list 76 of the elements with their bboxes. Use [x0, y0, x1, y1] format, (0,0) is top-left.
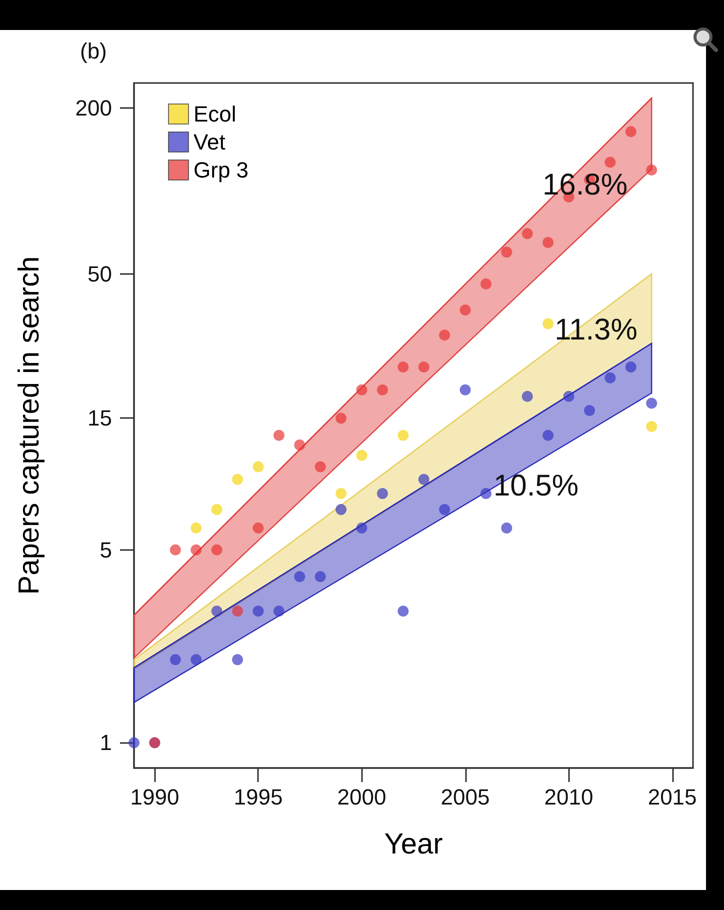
point	[480, 278, 492, 290]
point	[522, 228, 533, 240]
point	[418, 474, 430, 485]
x-axis-title: Year	[384, 828, 444, 860]
point	[190, 654, 202, 666]
point	[170, 544, 181, 556]
x-tick-label: 2015	[648, 784, 697, 810]
point	[522, 390, 533, 402]
point	[542, 318, 554, 330]
text: (b)	[80, 38, 107, 64]
point	[439, 330, 450, 341]
y-tick-label: 200	[75, 95, 112, 120]
point	[211, 544, 222, 556]
y-tick-label: 1	[100, 730, 112, 756]
point	[398, 606, 409, 617]
point	[398, 362, 409, 372]
point	[460, 384, 471, 396]
point	[273, 606, 284, 617]
annotation: 10.5%	[493, 470, 579, 502]
point	[563, 390, 574, 402]
point	[314, 571, 326, 582]
point	[501, 246, 512, 258]
x-tick-label: 2000	[337, 784, 386, 810]
point	[625, 126, 636, 138]
point	[604, 156, 616, 168]
point	[336, 412, 347, 424]
point	[190, 522, 202, 534]
point	[232, 606, 244, 617]
x-tick-label: 2010	[544, 784, 594, 810]
point	[625, 362, 636, 372]
point	[294, 571, 306, 582]
point	[128, 737, 140, 748]
point	[252, 522, 264, 534]
point	[211, 606, 222, 617]
y-tick-label: 15	[88, 406, 112, 431]
point	[646, 420, 658, 432]
point	[542, 237, 554, 248]
point	[439, 504, 450, 516]
legend-label: Vet	[194, 130, 226, 154]
point	[356, 384, 368, 396]
point	[604, 372, 616, 384]
annotation: 11.3%	[554, 314, 638, 346]
legend-label: Ecol	[194, 102, 236, 126]
point	[170, 654, 181, 666]
point	[273, 430, 284, 441]
point	[314, 461, 326, 472]
point	[211, 504, 222, 516]
point	[460, 304, 471, 316]
point	[252, 461, 264, 472]
point	[356, 522, 368, 534]
y-tick-label: 50	[88, 261, 112, 286]
point	[336, 504, 347, 516]
x-tick-label: 2005	[440, 784, 490, 810]
point	[542, 430, 554, 441]
point	[584, 404, 595, 416]
point	[646, 164, 658, 176]
annotation: 16.8%	[542, 168, 628, 202]
point	[501, 522, 512, 534]
point	[480, 488, 492, 500]
x-tick-label: 1995	[234, 784, 283, 810]
point	[376, 384, 388, 396]
x-tick-label: 1990	[130, 784, 180, 810]
point	[232, 654, 244, 666]
y-tick-label: 5	[100, 537, 112, 562]
point	[418, 362, 430, 372]
point	[252, 606, 264, 617]
point	[190, 544, 202, 556]
point	[232, 474, 244, 485]
point	[356, 450, 368, 461]
point	[646, 398, 658, 409]
point	[294, 439, 306, 450]
point	[376, 488, 388, 500]
legend-label: Grp 3	[194, 158, 249, 182]
point	[398, 430, 409, 441]
y-axis-title: Papers captured in search	[14, 256, 46, 595]
point	[336, 488, 347, 500]
